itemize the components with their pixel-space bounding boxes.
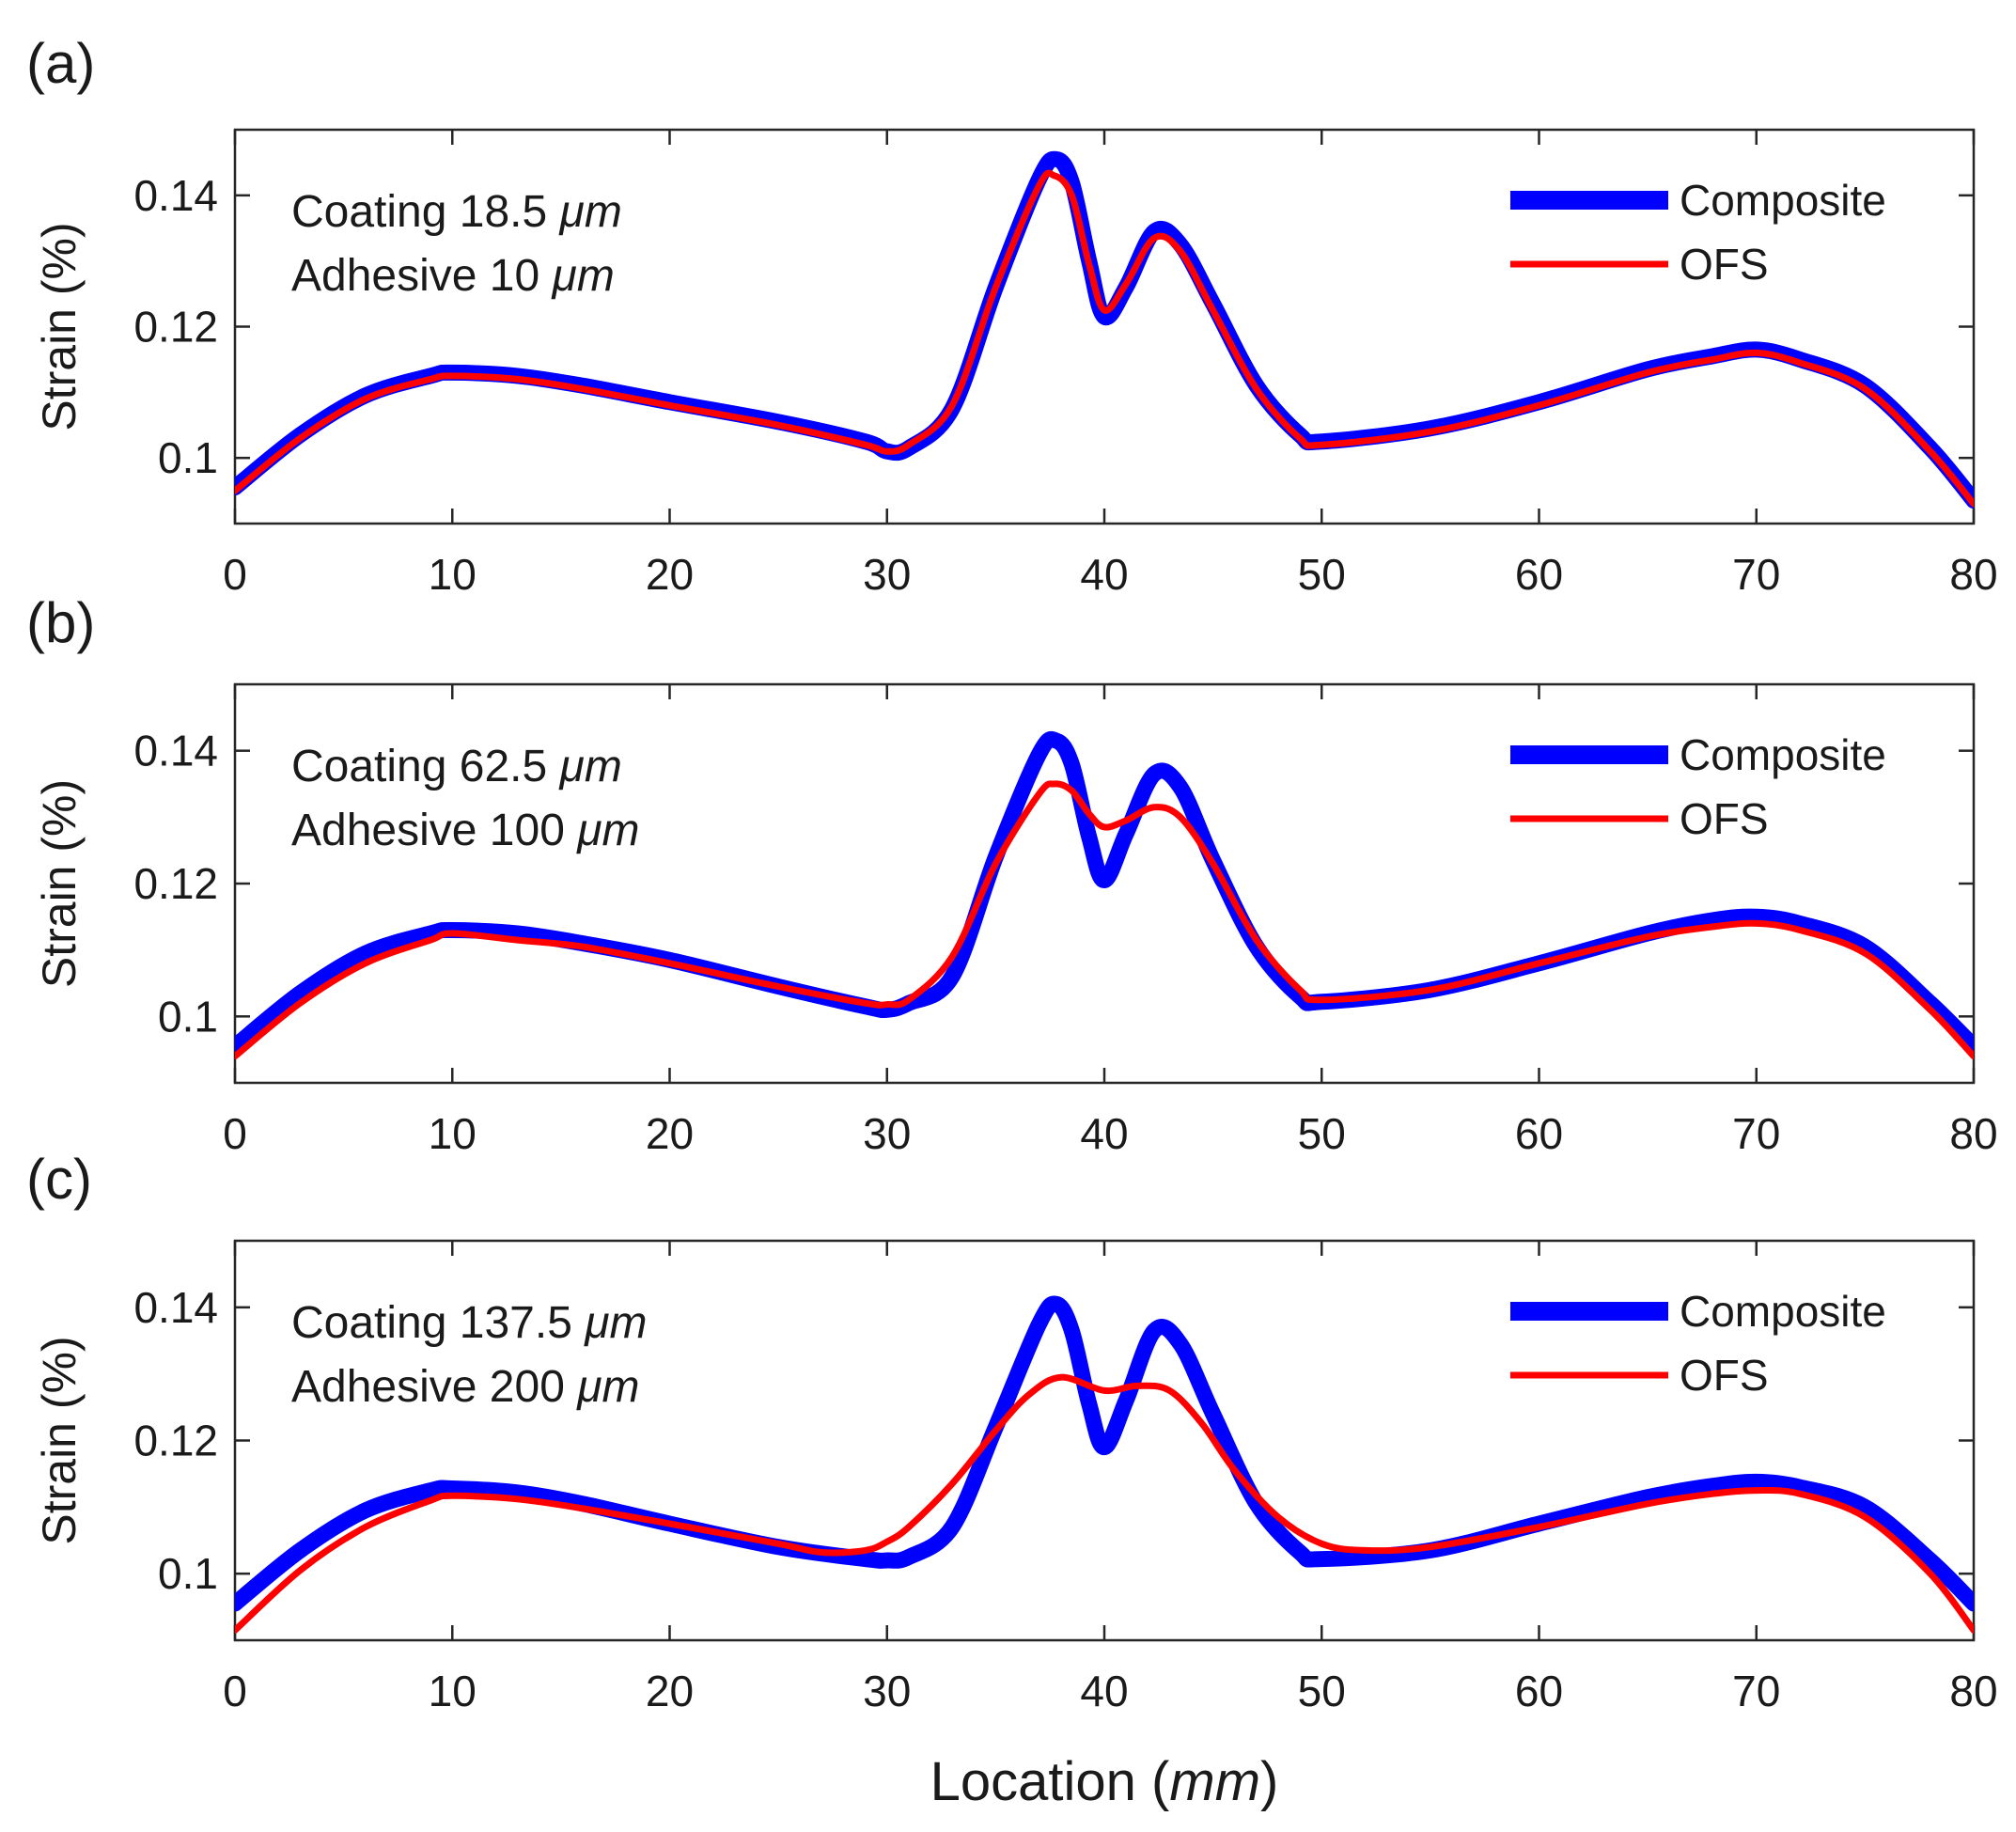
annotation-unit: μm [558,187,622,237]
panel-label: (a) [26,32,95,95]
x-axis-label: Location (mm) [930,1751,1279,1812]
x-tick-label: 80 [1949,1667,1997,1715]
x-tick-label: 0 [223,1109,247,1158]
annotation-unit: μm [583,1298,647,1348]
y-tick-label: 0.12 [133,303,218,352]
y-tick-label: 0.14 [133,1283,218,1332]
x-tick-label: 10 [429,1667,477,1715]
annotation-text: Coating 137.5 [291,1298,585,1348]
x-tick-label: 70 [1732,1109,1780,1158]
x-tick-label: 70 [1732,550,1780,599]
y-tick-label: 0.12 [133,1417,218,1465]
annotation-unit: μm [551,251,615,301]
annotation-unit: μm [575,806,639,855]
y-tick-label: 0.1 [158,992,218,1041]
x-tick-label: 10 [429,1109,477,1158]
annotation-line: Coating 62.5 μm [291,742,622,791]
annotation-line: Adhesive 200 μm [291,1362,640,1412]
annotation-line: Coating 137.5 μm [291,1298,648,1348]
x-tick-label: 60 [1515,1109,1563,1158]
annotation-line: Adhesive 10 μm [291,251,615,301]
x-axis-label-close: ) [1260,1751,1278,1812]
y-tick-label: 0.12 [133,859,218,908]
x-tick-label: 10 [429,550,477,599]
x-tick-label: 0 [223,1667,247,1715]
x-axis-label-text: Location ( [930,1751,1170,1812]
x-tick-label: 40 [1080,1667,1128,1715]
series-line-composite [235,1295,1974,1612]
series-line-ofs [235,780,1974,1060]
x-tick-label: 60 [1515,1667,1563,1715]
x-tick-label: 50 [1298,1667,1346,1715]
annotation-unit: μm [575,1362,639,1412]
legend-label: Composite [1680,176,1886,225]
x-tick-label: 40 [1080,1109,1128,1158]
annotation-line: Adhesive 100 μm [291,806,640,855]
series-line-ofs [235,169,1974,508]
x-tick-label: 70 [1732,1667,1780,1715]
y-tick-label: 0.1 [158,1549,218,1598]
x-tick-label: 20 [646,1667,694,1715]
annotation-text: Coating 18.5 [291,187,560,237]
x-tick-label: 50 [1298,550,1346,599]
annotation-unit: μm [558,742,622,791]
legend-label: Composite [1680,730,1886,779]
x-tick-label: 20 [646,550,694,599]
annotation-text: Adhesive 100 [291,806,577,855]
series-line-ofs [235,1373,1974,1634]
panel-a: (a) 0 10 20 30 40 50 60 70 80 0.1 0.12 0.14 Strain (%… [26,32,1998,599]
annotation-text: Adhesive 200 [291,1362,577,1412]
y-tick-label: 0.1 [158,433,218,482]
annotation-text: Adhesive 10 [291,251,553,301]
x-tick-label: 60 [1515,550,1563,599]
x-tick-label: 40 [1080,550,1128,599]
x-tick-label: 30 [863,1109,911,1158]
x-tick-label: 50 [1298,1109,1346,1158]
legend-label: OFS [1680,794,1769,843]
y-tick-label: 0.14 [133,171,218,220]
x-tick-label: 20 [646,1109,694,1158]
panel-label: (c) [26,1148,92,1211]
panel-c: (c) 0 10 20 30 40 50 60 70 80 0.1 0.12 0.14 Strain (%… [26,1148,1998,1812]
y-axis-label: Strain (%) [33,222,86,431]
legend-label: OFS [1680,1351,1769,1400]
y-tick-label: 0.14 [133,727,218,775]
legend-label: OFS [1680,240,1769,289]
annotation-text: Coating 62.5 [291,742,560,791]
y-axis-label: Strain (%) [33,1336,86,1544]
x-tick-label: 80 [1949,1109,1997,1158]
x-tick-label: 80 [1949,550,1997,599]
legend-label: Composite [1680,1287,1886,1336]
x-tick-label: 0 [223,550,247,599]
panel-label: (b) [26,591,95,654]
x-axis-label-unit: mm [1169,1751,1260,1812]
y-axis-label: Strain (%) [33,779,86,988]
x-tick-label: 30 [863,1667,911,1715]
panel-b: (b) 0 10 20 30 40 50 60 70 80 0.1 0.12 0.14 Strain (%… [26,591,1998,1158]
annotation-line: Coating 18.5 μm [291,187,622,237]
x-tick-label: 30 [863,550,911,599]
